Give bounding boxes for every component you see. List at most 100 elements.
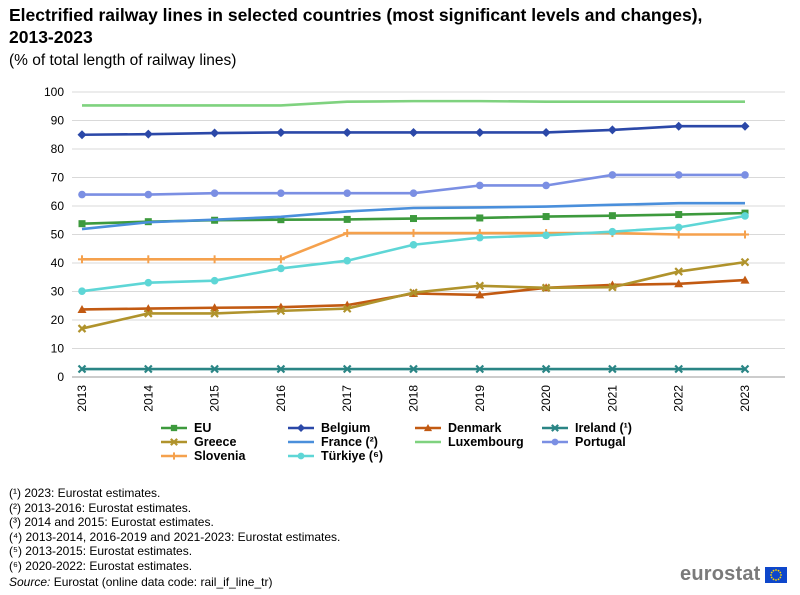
eurostat-logo: eurostat [680, 563, 787, 586]
y-tick-label: 0 [57, 370, 64, 384]
legend-item: EU [160, 420, 211, 436]
data-point-ireland [144, 364, 153, 374]
legend-label: Ireland (¹) [575, 421, 632, 435]
data-point-ireland [475, 364, 485, 374]
data-point-eu [542, 213, 550, 221]
data-point-portugal [343, 189, 352, 197]
data-point-portugal [741, 171, 749, 179]
series-eu [78, 209, 749, 228]
data-point-portugal [542, 181, 550, 190]
source-label: Source: [9, 575, 51, 589]
data-point-t-rkiye [608, 227, 617, 236]
flag-star [778, 571, 781, 573]
legend-swatch [288, 452, 314, 460]
series-belgium [77, 121, 750, 140]
x-tick-label: 2019 [473, 385, 487, 412]
series-france [81, 201, 745, 231]
legend-marker [297, 452, 305, 460]
data-point-greece [674, 267, 683, 276]
footnote: (²) 2013-2016: Eurostat estimates. [9, 500, 192, 515]
legend-label: Greece [194, 435, 237, 449]
data-point-t-rkiye [277, 264, 285, 273]
legend-label: Denmark [448, 421, 502, 435]
data-point-eu [476, 214, 484, 222]
data-point-belgium [409, 127, 418, 137]
legend-marker [551, 424, 559, 432]
footnote: (¹) 2023: Eurostat estimates. [9, 486, 161, 500]
legend-swatch [288, 440, 314, 444]
data-point-eu [78, 220, 86, 228]
data-point-greece [276, 306, 286, 316]
flag-star [769, 573, 772, 576]
data-point-ireland [342, 364, 352, 374]
legend-swatch [542, 438, 568, 446]
data-point-slovenia [674, 230, 683, 239]
data-point-t-rkiye [542, 231, 550, 240]
series-luxembourg [82, 99, 745, 107]
x-tick-label: 2014 [141, 385, 155, 412]
legend-label: Belgium [321, 421, 371, 435]
legend-swatch [415, 423, 441, 432]
flag-star [772, 577, 774, 580]
x-tick-label: 2022 [672, 385, 686, 412]
series-t-rkiye [78, 212, 749, 296]
data-point-belgium [674, 121, 684, 131]
y-tick-label: 70 [51, 171, 65, 185]
data-point-portugal [476, 181, 484, 190]
data-point-belgium [342, 127, 352, 137]
data-point-belgium [210, 128, 220, 138]
data-point-belgium [77, 130, 87, 140]
legend-item: Slovenia [160, 448, 245, 464]
legend-marker [423, 423, 433, 432]
legend-item: France (²) [287, 434, 378, 450]
data-point-greece [475, 281, 485, 291]
source-text: Eurostat (online data code: rail_if_line… [50, 575, 273, 589]
legend-swatch [161, 438, 187, 446]
data-point-greece [409, 288, 418, 297]
data-point-denmark [210, 303, 220, 312]
data-point-denmark [77, 304, 87, 313]
data-point-slovenia [210, 255, 219, 264]
legend-item: Ireland (¹) [541, 420, 632, 436]
y-tick-label: 50 [51, 228, 65, 242]
legend-label: Luxembourg [448, 435, 524, 449]
x-tick-label: 2023 [738, 385, 752, 412]
data-point-greece [210, 309, 219, 318]
data-point-greece [342, 304, 352, 313]
data-point-eu [277, 216, 285, 224]
legend-swatch [542, 424, 568, 432]
data-point-slovenia [78, 255, 86, 264]
flag-star [772, 569, 774, 572]
data-point-eu [608, 212, 616, 220]
data-point-portugal [210, 189, 219, 197]
data-point-t-rkiye [476, 233, 484, 242]
data-point-denmark [475, 290, 485, 299]
legend-label: EU [194, 421, 212, 435]
x-tick-label: 2018 [407, 385, 421, 412]
chart-title: Electrified railway lines in selected co… [9, 5, 703, 47]
flag-star [779, 573, 782, 576]
legend-swatch [288, 423, 314, 433]
data-point-portugal [674, 171, 683, 179]
footnote: (⁶) 2020-2022: Eurostat estimates. [9, 559, 193, 573]
data-point-denmark [674, 279, 684, 288]
legend-label: Slovenia [194, 449, 246, 463]
data-point-portugal [277, 189, 285, 197]
x-tick-label: 2020 [539, 385, 553, 412]
eurostat-wordmark: eurostat [680, 563, 761, 585]
data-point-belgium [475, 127, 485, 137]
y-tick-label: 30 [51, 285, 65, 299]
data-point-slovenia [409, 229, 418, 238]
data-point-eu [675, 211, 683, 219]
legend-item: Greece [160, 434, 236, 450]
data-point-slovenia [144, 255, 153, 264]
data-point-t-rkiye [741, 212, 749, 220]
legend-marker [296, 423, 306, 433]
x-tick-label: 2021 [605, 385, 619, 412]
data-point-portugal [78, 190, 86, 199]
legend-marker [170, 452, 178, 460]
series-line-luxembourg [82, 99, 745, 107]
data-point-belgium [740, 121, 750, 131]
data-point-greece [144, 309, 153, 318]
data-point-belgium [143, 129, 153, 139]
